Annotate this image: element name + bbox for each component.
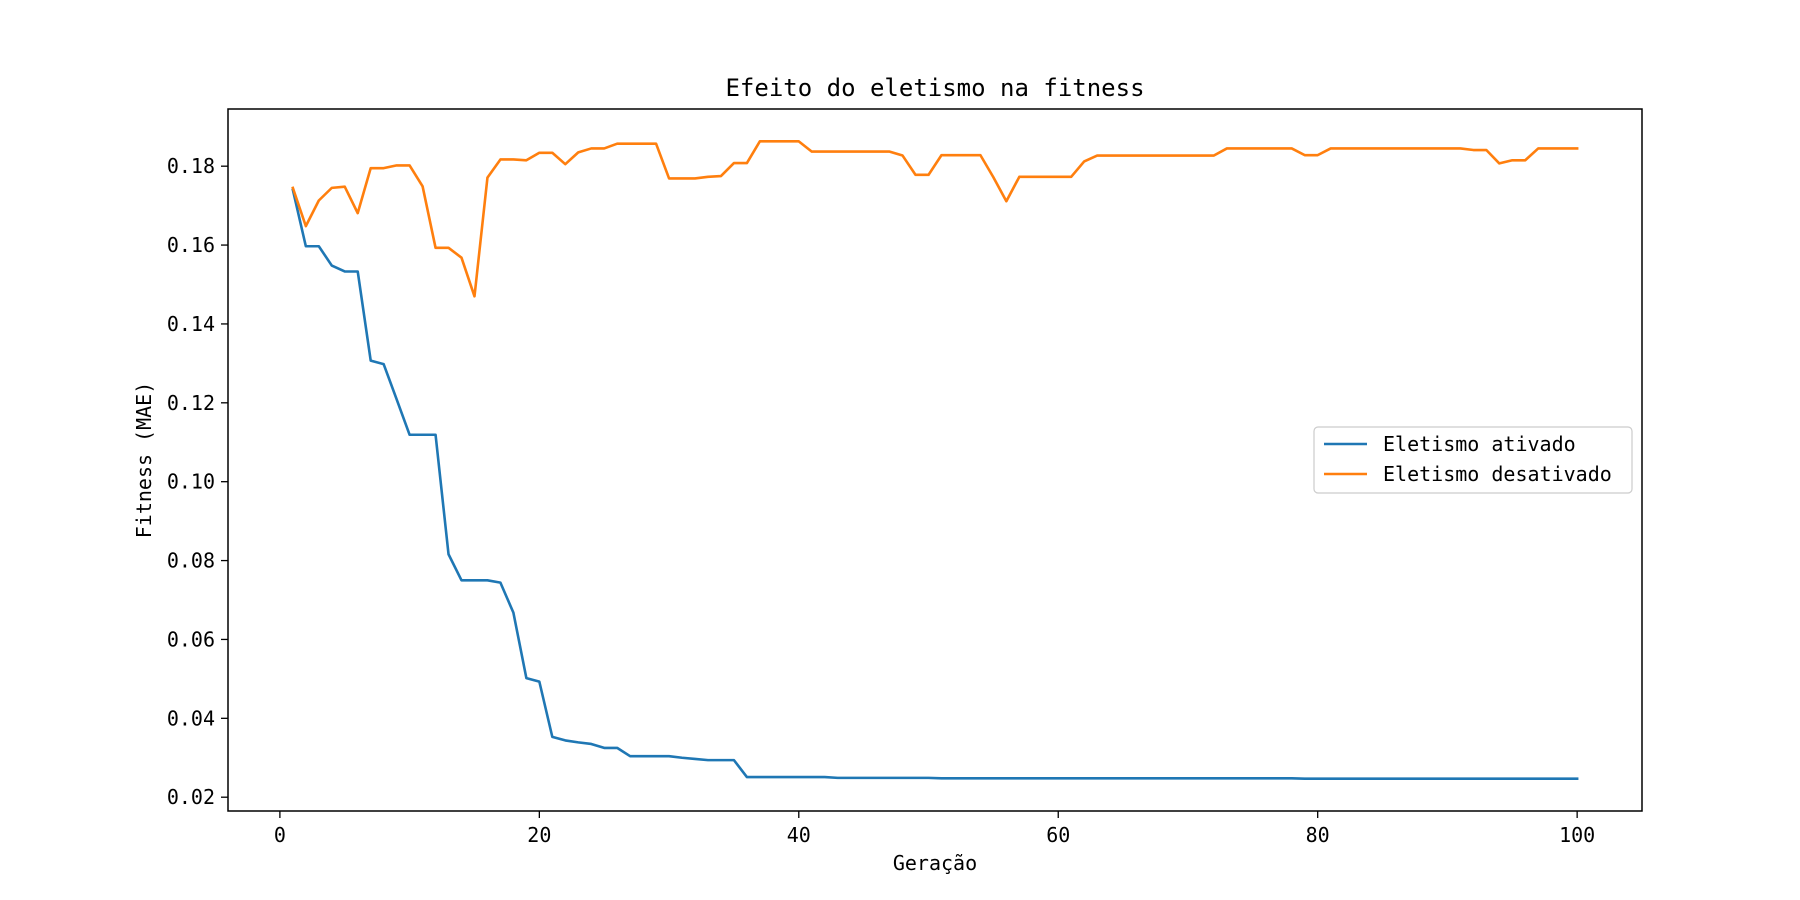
legend: Eletismo ativado Eletismo desativado [1313, 426, 1633, 494]
plot-area [291, 140, 1579, 780]
y-tick-label: 0.10 [167, 470, 215, 494]
y-tick-label: 0.16 [167, 233, 215, 257]
legend-box [1313, 426, 1633, 494]
y-tick-label: 0.02 [167, 785, 215, 809]
x-axis-label: Geração [893, 851, 977, 875]
y-axis-label: Fitness (MAE) [132, 382, 156, 539]
x-tick-label: 20 [527, 823, 551, 847]
x-tick-label: 40 [787, 823, 811, 847]
x-tick-label: 0 [274, 823, 286, 847]
y-tick-label: 0.04 [167, 706, 215, 730]
legend-label-eletismo-ativado: Eletismo ativado [1383, 432, 1576, 456]
x-tick-label: 100 [1559, 823, 1595, 847]
y-tick-label: 0.18 [167, 154, 215, 178]
x-tick-label: 60 [1046, 823, 1070, 847]
series-line-eletismo-desativado [291, 140, 1579, 298]
y-tick-label: 0.06 [167, 627, 215, 651]
legend-label-eletismo-desativado: Eletismo desativado [1383, 462, 1612, 486]
y-tick-label: 0.08 [167, 549, 215, 573]
x-axis: 0 20 40 60 80 100 [274, 811, 1595, 847]
y-tick-label: 0.14 [167, 312, 215, 336]
x-tick-label: 80 [1306, 823, 1330, 847]
y-axis: 0.02 0.04 0.06 0.08 0.10 0.12 0.14 0.16 0.18 [167, 154, 228, 809]
y-tick-label: 0.12 [167, 391, 215, 415]
chart-title: Efeito do eletismo na fitness [725, 74, 1144, 102]
axes-frame [227, 108, 1643, 812]
series-line-eletismo-ativado [291, 188, 1579, 780]
